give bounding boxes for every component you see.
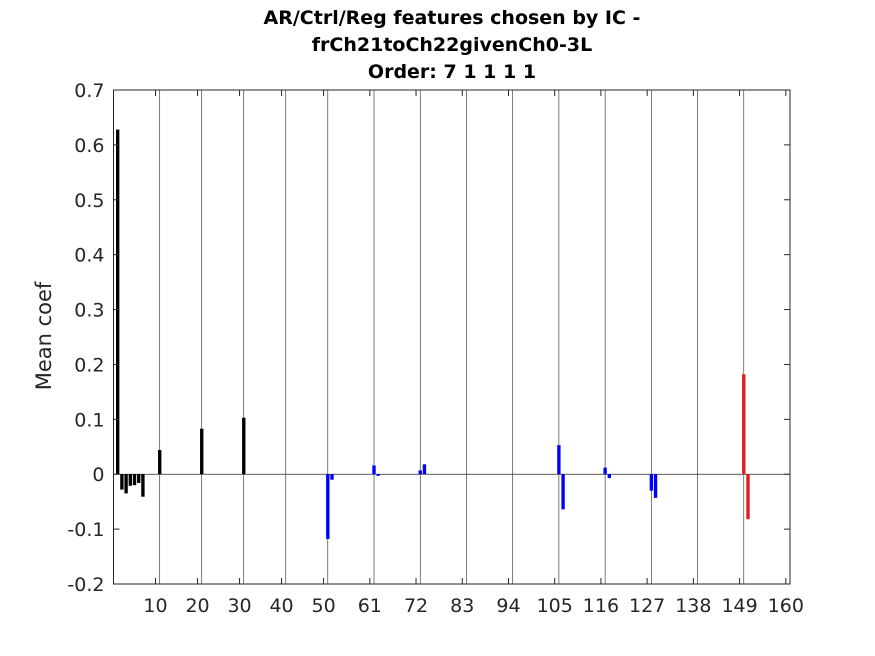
bar xyxy=(116,129,120,475)
bar xyxy=(124,474,128,494)
bar xyxy=(418,470,422,475)
y-tick-label: -0.1 xyxy=(67,519,104,541)
plot-area: -0.2 -0.1 0 0.1 0.2 0.3 0.4 0.5 0.6 0.7 10 20 30 40 50… xyxy=(67,80,804,617)
bar xyxy=(607,474,612,479)
bar xyxy=(376,474,380,476)
bar xyxy=(330,474,334,480)
bar xyxy=(742,374,746,475)
bar xyxy=(120,474,124,490)
bar xyxy=(372,465,376,475)
bar xyxy=(137,474,141,484)
x-tick-label: 72 xyxy=(404,595,428,617)
chart-title: AR/Ctrl/Reg features chosen by IC - frCh… xyxy=(264,7,641,83)
y-tick-label: 0.4 xyxy=(74,245,104,267)
bar xyxy=(158,450,162,475)
x-tick-label: 40 xyxy=(269,595,293,617)
title-line-1: AR/Ctrl/Reg features chosen by IC - xyxy=(264,7,641,29)
x-tick-label: 30 xyxy=(227,595,251,617)
y-tick-label: 0.5 xyxy=(74,190,104,212)
title-line-3: Order: 7 1 1 1 1 xyxy=(368,61,536,83)
bar xyxy=(141,474,145,497)
bar xyxy=(242,417,246,475)
x-tick-label: 105 xyxy=(537,595,573,617)
y-tick-label: 0.3 xyxy=(74,300,104,322)
x-tick-label: 160 xyxy=(768,595,804,617)
y-tick-label: 0.1 xyxy=(74,409,104,431)
x-tick-label: 138 xyxy=(675,595,711,617)
bar xyxy=(326,474,330,539)
bar xyxy=(649,474,654,491)
x-tick-label: 94 xyxy=(496,595,520,617)
x-tick-label: 10 xyxy=(143,595,167,617)
bar xyxy=(200,428,204,475)
x-tick-label: 20 xyxy=(185,595,209,617)
x-tick-label: 116 xyxy=(583,595,619,617)
x-tick-label: 149 xyxy=(721,595,757,617)
y-tick-label: 0.6 xyxy=(74,135,104,157)
x-tick-label: 61 xyxy=(358,595,382,617)
bar xyxy=(603,467,607,475)
bar xyxy=(128,474,132,486)
x-tick-label: 50 xyxy=(311,595,335,617)
title-line-2: frCh21toCh22givenCh0-3L xyxy=(312,34,592,56)
y-tick-label: -0.2 xyxy=(67,574,104,596)
axes-box xyxy=(113,89,791,585)
bar xyxy=(557,445,561,475)
bar xyxy=(561,474,565,510)
bar xyxy=(132,474,137,486)
bar xyxy=(653,474,658,498)
y-tick-label: 0.7 xyxy=(74,80,104,102)
bar xyxy=(746,474,750,520)
bar xyxy=(422,464,427,475)
y-tick-label: 0 xyxy=(92,464,104,486)
x-tick-label: 83 xyxy=(450,595,474,617)
x-tick-label: 127 xyxy=(629,595,665,617)
y-axis-label: Mean coef xyxy=(32,281,56,390)
y-tick-label: 0.2 xyxy=(74,354,104,376)
